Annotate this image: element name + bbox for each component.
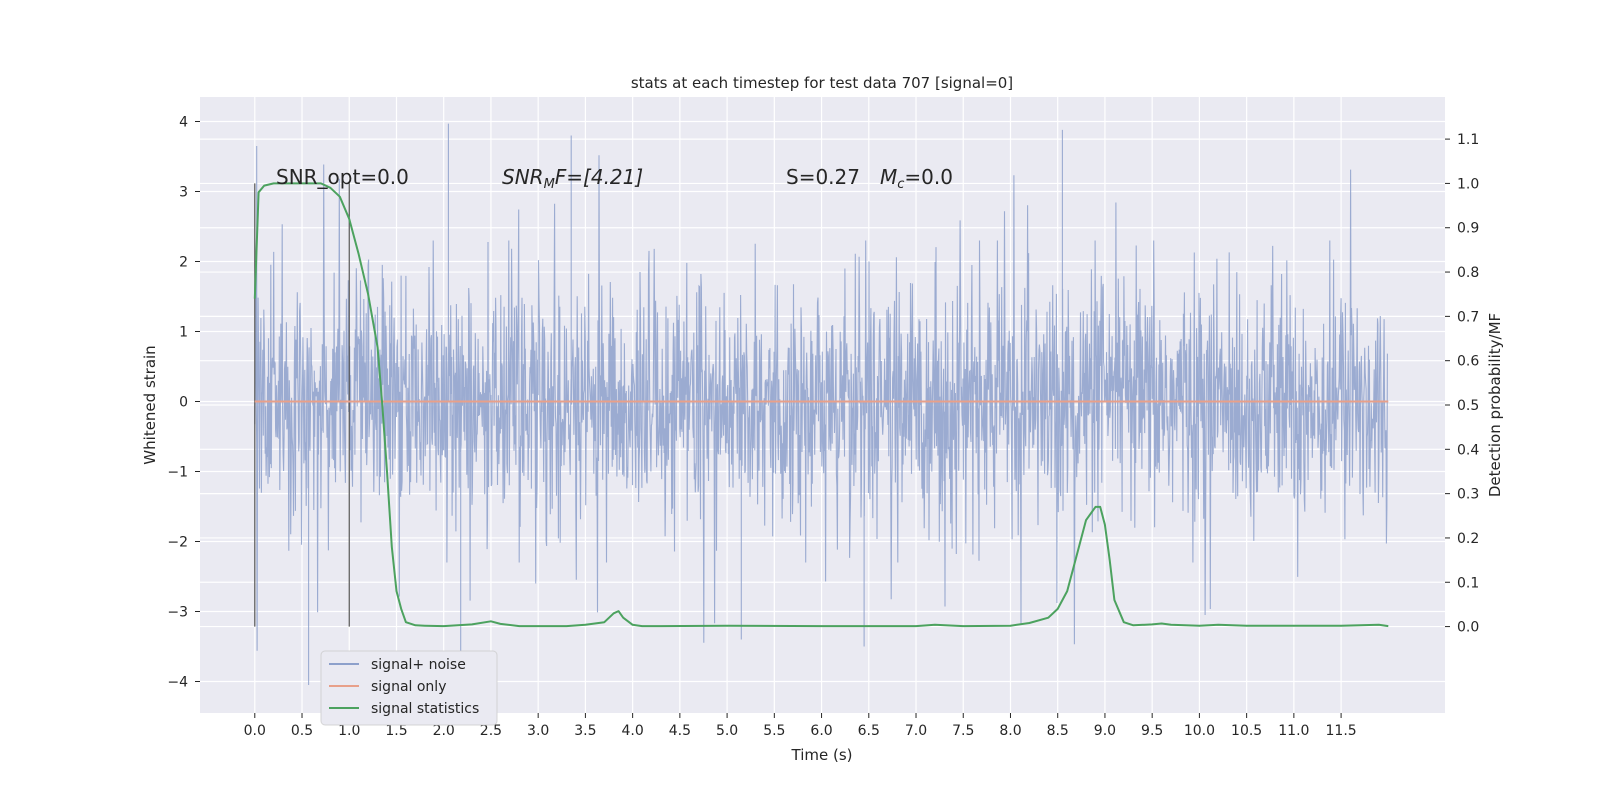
x-tick-label: 0.5 [291,723,313,739]
x-tick-label: 10.0 [1184,723,1215,739]
x-tick-label: 7.5 [952,723,974,739]
y2-tick-label: 1.1 [1457,132,1479,148]
x-tick-label: 4.5 [669,723,691,739]
y-left-axis-label: Whitened strain [141,345,159,464]
x-tick-label: 8.5 [1047,723,1069,739]
x-tick-label: 4.0 [621,723,643,739]
legend-box [320,650,498,726]
y-left-axis-ticks: −4 −3 −2 −1 0 1 2 3 4 [167,115,200,691]
x-axis-label: Time (s) [791,746,853,764]
y2-tick-label: 0.4 [1457,442,1479,458]
y-tick-label: 0 [179,395,188,411]
annotation-snr-mf: SNRMF=[4.21] [502,165,643,192]
x-tick-label: 0.0 [244,723,266,739]
signal-statistics-line [253,182,1389,628]
x-tick-label: 10.5 [1231,723,1262,739]
x-axis-ticks: 0.0 0.5 1.0 1.5 2.0 2.5 3.0 3.5 4.0 4.5 5.0 5.5 6.0 6… [244,713,1357,739]
x-tick-label: 1.0 [338,723,360,739]
x-tick-label: 9.5 [1141,723,1163,739]
y2-tick-label: 0.5 [1457,398,1479,414]
signal-noise-line [254,123,1388,685]
x-tick-label: 3.5 [574,723,596,739]
x-tick-label: 5.0 [716,723,738,739]
y-tick-label: 2 [179,255,188,271]
x-tick-label: 6.0 [810,723,832,739]
annotation-mc: Mc=0.0 [880,165,953,192]
series-lines [253,182,1389,628]
legend-label-signal-only: signal only [371,679,446,695]
legend-label-signal-statistics: signal statistics [371,701,479,717]
x-tick-label: 11.0 [1278,723,1309,739]
x-tick-label: 3.0 [527,723,549,739]
vertical-markers [254,183,350,627]
x-tick-label: 9.0 [1094,723,1116,739]
y-tick-label: 3 [179,185,188,201]
y-tick-label: −2 [167,535,188,551]
y2-tick-label: 0.1 [1457,575,1479,591]
x-tick-label: 2.5 [480,723,502,739]
y-tick-label: 1 [179,325,188,341]
y-tick-label: 4 [179,115,188,131]
series-signal-noise [254,123,1388,685]
y2-tick-label: 1.0 [1457,176,1479,192]
annotation-s-value: S=0.27 [786,165,860,189]
y2-tick-label: 0.8 [1457,265,1479,281]
y-right-axis-ticks: 0.0 0.1 0.2 0.3 0.4 0.5 0.6 0.7 0.8 0.9 1.0 1.1 [1445,132,1479,636]
y-right-axis-label: Detection probability/MF [1486,313,1504,497]
y-tick-label: −1 [167,465,188,481]
legend: signal+ noise signal only signal statist… [320,650,498,726]
x-tick-label: 11.5 [1326,723,1357,739]
y-tick-label: −4 [167,675,188,691]
y2-tick-label: 0.6 [1457,354,1479,370]
y-tick-label: −3 [167,605,188,621]
x-tick-label: 8.0 [999,723,1021,739]
legend-label-signal-noise: signal+ noise [371,657,466,673]
x-tick-label: 1.5 [385,723,407,739]
y2-tick-label: 0.3 [1457,487,1479,503]
y2-tick-label: 0.9 [1457,221,1479,237]
x-tick-label: 2.0 [433,723,455,739]
x-tick-label: 5.5 [763,723,785,739]
y2-tick-label: 0.0 [1457,620,1479,636]
x-tick-label: 6.5 [858,723,880,739]
y2-tick-label: 0.7 [1457,309,1479,325]
y2-tick-label: 0.2 [1457,531,1479,547]
annotation-snr-opt: SNR_opt=0.0 [276,165,409,189]
chart-title: stats at each timestep for test data 707… [631,74,1013,92]
x-tick-label: 7.0 [905,723,927,739]
